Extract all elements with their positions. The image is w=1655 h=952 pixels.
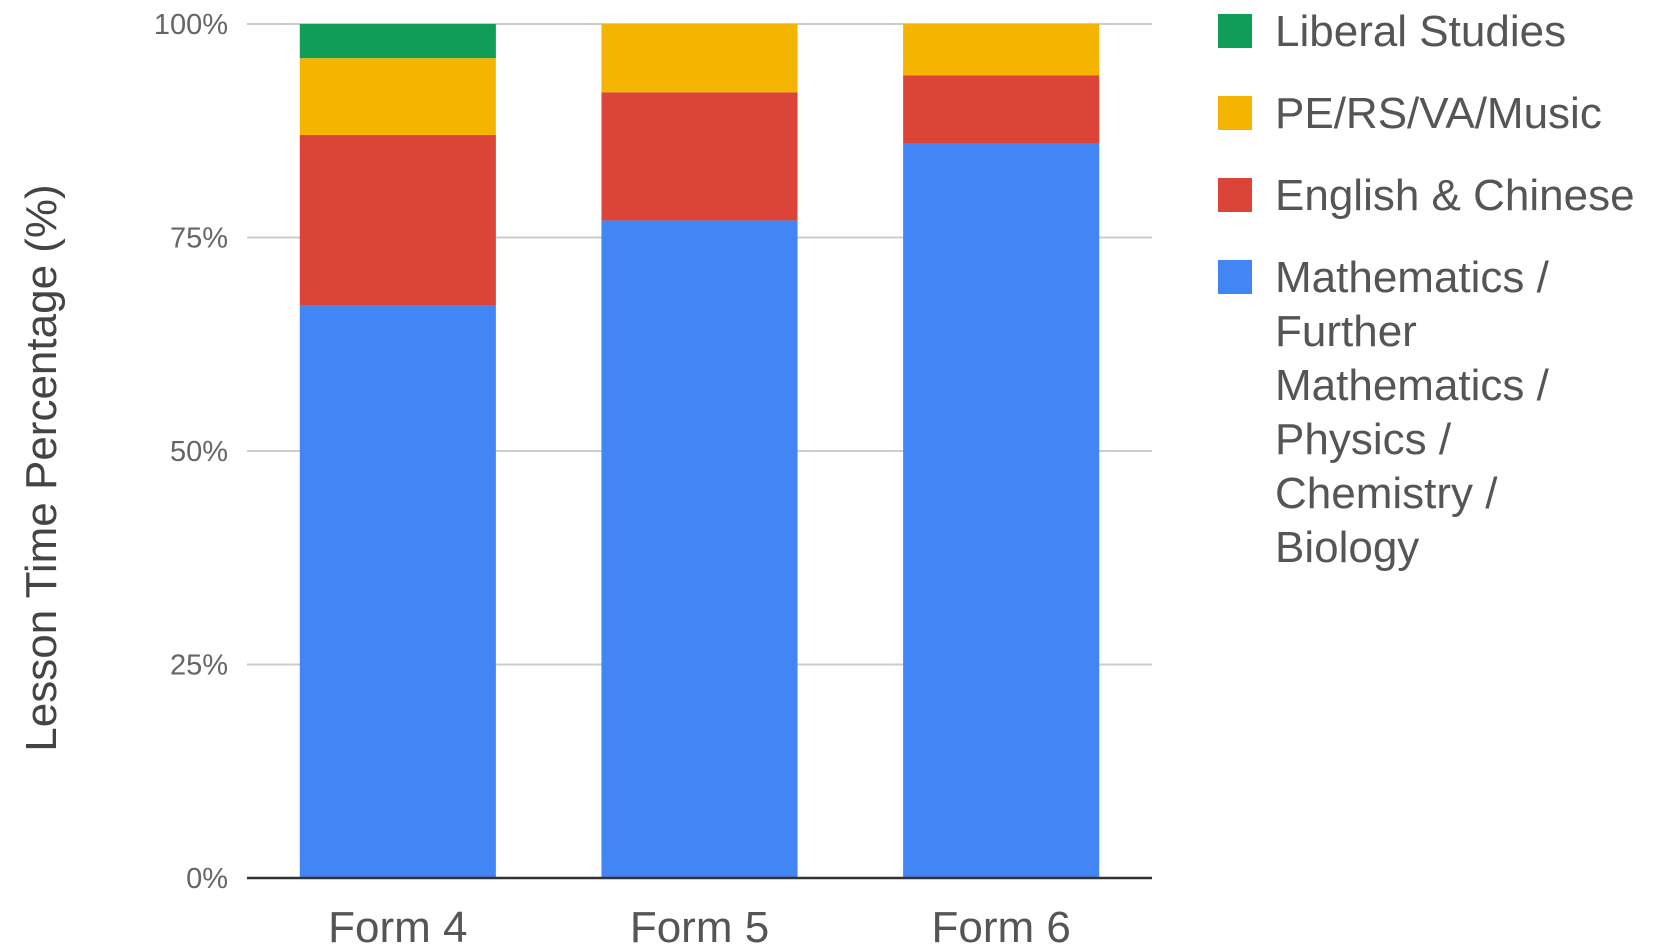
legend-label: PE/RS/VA/Music [1275, 89, 1602, 138]
bar-segment [903, 24, 1100, 76]
y-tick-label: 75% [170, 223, 228, 255]
y-tick-label: 0% [186, 863, 228, 895]
y-axis-title: Lesson Time Percentage (%) [17, 184, 66, 751]
legend-label: Mathematics / [1275, 361, 1550, 410]
bar-segment [299, 58, 496, 136]
legend-swatch [1218, 178, 1252, 212]
legend-label: Liberal Studies [1275, 7, 1566, 56]
legend-swatch [1218, 96, 1252, 130]
legend-label: English & Chinese [1275, 171, 1635, 220]
bar-segment [601, 24, 798, 93]
bar-segment [903, 75, 1100, 144]
bar-segment [299, 305, 496, 878]
legend-swatch [1218, 14, 1252, 48]
x-tick-label: Form 5 [630, 903, 769, 947]
axes: 0% 25% 50% 75% 100% Form 4 Form 5 Form 6 [154, 9, 1152, 952]
legend-label: Chemistry / [1275, 469, 1498, 518]
legend-label: Further [1275, 307, 1417, 356]
legend: Liberal Studies PE/RS/VA/Music English & C… [1218, 7, 1635, 572]
legend-label: Biology [1275, 523, 1419, 572]
x-tick-label: Form 4 [328, 903, 467, 947]
legend-swatch [1218, 260, 1252, 294]
y-tick-label: 100% [154, 9, 228, 41]
bar-segment [903, 143, 1100, 878]
bars [299, 24, 1100, 879]
bar-segment [601, 220, 798, 879]
bar-segment [299, 24, 496, 59]
y-tick-label: 25% [170, 650, 228, 682]
bar-segment [299, 135, 496, 306]
legend-label: Mathematics / [1275, 253, 1550, 302]
x-tick-label: Form 6 [931, 903, 1070, 947]
y-tick-label: 50% [170, 436, 228, 468]
legend-label: Physics / [1275, 415, 1452, 464]
bar-segment [601, 92, 798, 221]
